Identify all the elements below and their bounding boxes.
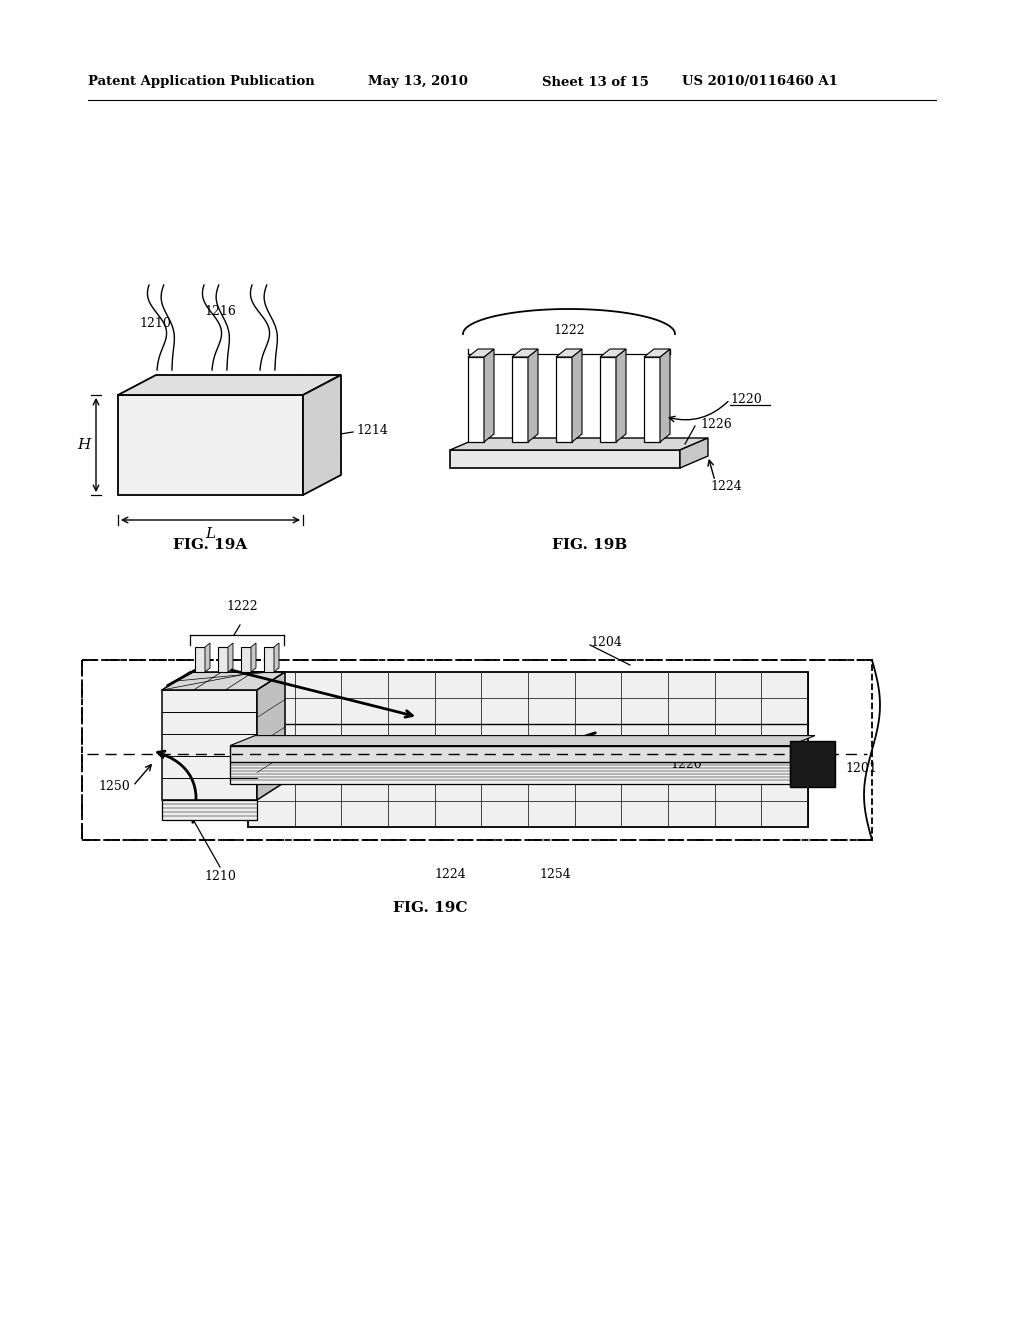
Polygon shape xyxy=(600,348,626,356)
Text: 1220: 1220 xyxy=(670,759,701,771)
Polygon shape xyxy=(303,375,341,495)
Polygon shape xyxy=(660,348,670,442)
Text: 1210: 1210 xyxy=(139,317,171,330)
Text: L: L xyxy=(206,527,216,541)
Polygon shape xyxy=(680,438,708,469)
Text: US 2010/0116460 A1: US 2010/0116460 A1 xyxy=(682,75,838,88)
Polygon shape xyxy=(218,647,228,672)
Polygon shape xyxy=(616,348,626,442)
Text: 1201: 1201 xyxy=(845,762,877,775)
Polygon shape xyxy=(118,395,303,495)
Text: FIG. 19A: FIG. 19A xyxy=(173,539,247,552)
Text: May 13, 2010: May 13, 2010 xyxy=(368,75,468,88)
Polygon shape xyxy=(230,746,790,762)
Text: FIG. 19C: FIG. 19C xyxy=(393,902,467,915)
Text: 1250: 1250 xyxy=(98,780,130,792)
Text: 1224: 1224 xyxy=(710,479,741,492)
Bar xyxy=(230,762,790,784)
Polygon shape xyxy=(162,690,257,800)
Polygon shape xyxy=(512,356,528,442)
Polygon shape xyxy=(556,356,572,442)
Polygon shape xyxy=(572,348,582,442)
Bar xyxy=(162,800,257,820)
Polygon shape xyxy=(484,348,494,442)
Polygon shape xyxy=(512,348,538,356)
Polygon shape xyxy=(644,356,660,442)
Polygon shape xyxy=(257,672,285,800)
Text: 1220: 1220 xyxy=(730,393,762,407)
Text: 1226: 1226 xyxy=(700,417,732,430)
Text: FIG. 19B: FIG. 19B xyxy=(552,539,628,552)
Text: 1214: 1214 xyxy=(356,424,388,437)
Polygon shape xyxy=(468,356,484,442)
Polygon shape xyxy=(162,672,285,690)
Polygon shape xyxy=(600,356,616,442)
Bar xyxy=(248,672,808,828)
Text: 1216: 1216 xyxy=(204,305,236,318)
Polygon shape xyxy=(644,348,670,356)
Text: 1210: 1210 xyxy=(204,870,236,883)
Polygon shape xyxy=(264,647,274,672)
Bar xyxy=(82,660,872,840)
Text: 1204: 1204 xyxy=(590,635,622,648)
Polygon shape xyxy=(251,643,256,672)
Text: H: H xyxy=(78,438,91,451)
Polygon shape xyxy=(274,643,279,672)
Polygon shape xyxy=(228,643,233,672)
Polygon shape xyxy=(528,348,538,442)
Polygon shape xyxy=(195,647,205,672)
Text: 1222: 1222 xyxy=(553,323,585,337)
Polygon shape xyxy=(230,735,815,746)
Polygon shape xyxy=(450,450,680,469)
Text: 1254: 1254 xyxy=(539,869,570,880)
Polygon shape xyxy=(450,438,708,450)
Polygon shape xyxy=(556,348,582,356)
Bar xyxy=(790,741,835,787)
Text: Sheet 13 of 15: Sheet 13 of 15 xyxy=(542,75,649,88)
Polygon shape xyxy=(205,643,210,672)
Polygon shape xyxy=(241,647,251,672)
Text: Patent Application Publication: Patent Application Publication xyxy=(88,75,314,88)
Polygon shape xyxy=(118,375,341,395)
Text: 1222: 1222 xyxy=(226,601,258,612)
Text: 1224: 1224 xyxy=(434,869,466,880)
Polygon shape xyxy=(468,348,494,356)
